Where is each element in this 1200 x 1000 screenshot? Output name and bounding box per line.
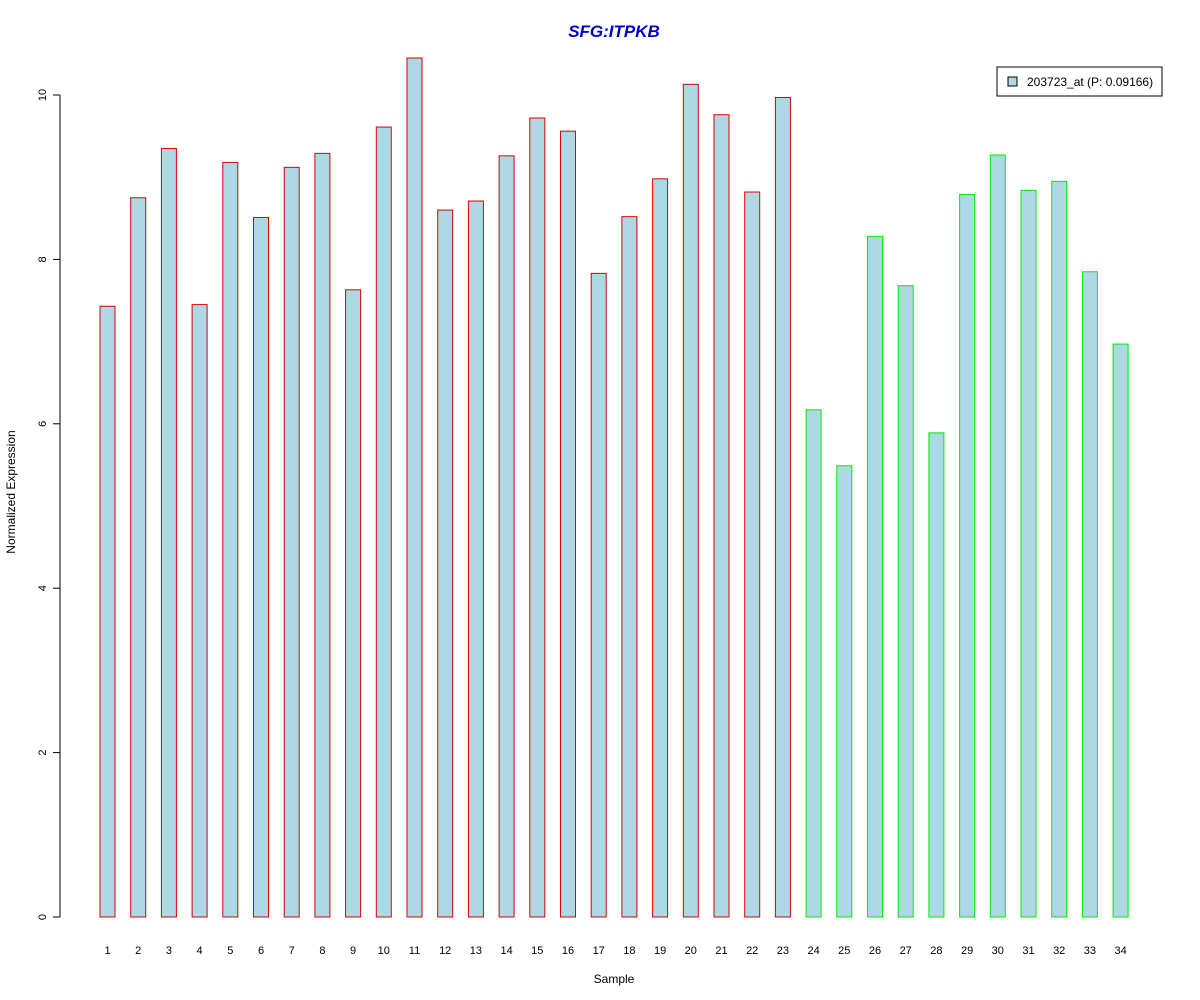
bar-sample-17 [590,272,607,918]
y-tick-label: 2 [37,750,49,756]
bar-sample-22 [744,191,761,918]
x-tick-label: 1 [104,945,110,957]
y-tick-label: 0 [37,914,49,920]
x-tick-label: 11 [409,945,420,957]
bar-sample-15 [529,117,546,918]
bar-sample-30 [989,154,1006,918]
x-tick-label: 7 [289,945,295,957]
bar-sample-4 [191,304,208,918]
x-tick-label: 20 [685,945,697,957]
bar-sample-18 [621,216,638,918]
legend-swatch [1007,76,1018,87]
bar-sample-6 [253,216,269,918]
legend-label: 203723_at (P: 0.09166) [1027,75,1153,89]
bar-sample-33 [1081,271,1098,918]
bar-sample-8 [314,152,331,918]
y-tick-label: 8 [37,256,49,262]
bar-sample-16 [560,130,576,918]
x-tick-label: 31 [1022,945,1034,957]
bar-sample-25 [836,465,853,918]
legend: 203723_at (P: 0.09166) [996,66,1163,97]
x-tick-label: 14 [500,945,512,957]
bars-group [99,57,1129,918]
bar-sample-27 [897,285,914,918]
bar-sample-2 [130,197,147,918]
x-tick-label: 28 [930,945,942,957]
bar-sample-31 [1020,189,1037,918]
y-tick-label: 10 [37,89,49,101]
legend-box [996,66,1163,97]
x-tick-label: 12 [439,945,451,957]
chart-title: SFG:ITPKB [568,22,660,41]
x-tick-label: 16 [562,945,574,957]
bar-sample-20 [682,83,699,918]
bar-sample-29 [959,193,976,918]
bar-sample-32 [1051,180,1068,918]
bar-sample-34 [1112,343,1129,918]
bar-sample-21 [713,114,730,918]
x-tick-label: 25 [838,945,850,957]
x-tick-label: 18 [623,945,635,957]
bar-sample-1 [99,305,116,918]
y-tick-label: 4 [37,585,49,591]
y-axis-label: Normalized Expression [4,430,18,553]
y-tick-label: 6 [37,421,49,427]
x-axis-label: Sample [594,972,635,986]
x-tick-label: 17 [593,945,605,957]
bar-sample-9 [345,289,362,918]
bar-sample-19 [652,178,669,918]
x-tick-label: 9 [350,945,356,957]
x-tick-label: 19 [654,945,666,957]
bar-sample-3 [160,147,177,918]
bar-sample-28 [928,432,945,918]
x-tick-label: 3 [166,945,172,957]
x-tick-label: 34 [1114,945,1126,957]
x-tick-label: 2 [135,945,141,957]
x-tick-label: 5 [227,945,233,957]
y-axis: 0 2 4 6 8 10 [37,89,61,920]
x-tick-label: 10 [378,945,390,957]
x-tick-label: 32 [1053,945,1065,957]
bar-sample-10 [375,126,392,918]
x-tick-label: 6 [258,945,264,957]
x-tick-label: 22 [746,945,758,957]
bar-sample-11 [406,57,423,918]
x-tick-label: 13 [470,945,482,957]
x-tick-labels: 1 2 3 4 5 6 7 8 9 10 11 12 13 14 15 16 17 18 19 20 21 22 23 24 2… [104,945,1126,957]
bar-sample-23 [774,96,791,918]
x-tick-label: 15 [531,945,543,957]
bar-sample-13 [467,200,484,918]
x-tick-label: 29 [961,945,973,957]
bar-sample-5 [222,161,239,918]
x-tick-label: 24 [807,945,819,957]
bar-sample-26 [867,235,883,918]
x-tick-label: 4 [197,945,203,957]
x-tick-label: 30 [992,945,1004,957]
x-tick-label: 33 [1084,945,1096,957]
bar-sample-14 [498,155,515,918]
x-tick-label: 8 [319,945,325,957]
x-tick-label: 21 [715,945,727,957]
x-tick-label: 26 [869,945,881,957]
bar-sample-12 [437,209,454,918]
x-tick-label: 23 [777,945,789,957]
bar-sample-7 [283,166,300,918]
bar-sample-24 [805,409,822,918]
x-tick-label: 27 [900,945,912,957]
